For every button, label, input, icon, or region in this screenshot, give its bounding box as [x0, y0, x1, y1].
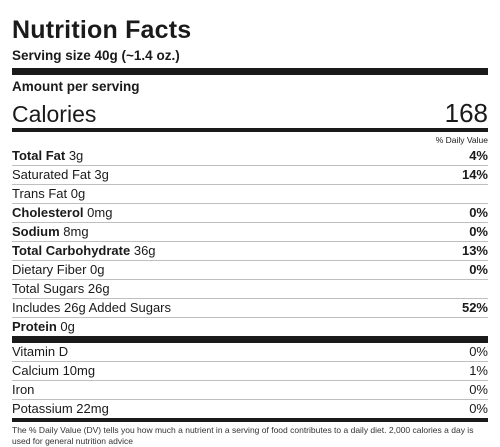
vitamin-name: Potassium 22mg	[12, 401, 109, 416]
vitamin-dv: 0%	[469, 401, 488, 416]
nutrient-dv: 52%	[461, 300, 488, 315]
vitamin-row-iron: Iron 0%	[12, 381, 488, 400]
divider-medium	[12, 418, 488, 422]
nutrient-name: Cholesterol	[12, 205, 84, 220]
divider-thick	[12, 68, 488, 75]
nutrient-list: Total Fat 3g 4% Saturated Fat 3g 14% Tra…	[12, 147, 488, 336]
nutrient-name: Trans Fat 0g	[12, 186, 86, 201]
vitamin-name: Iron	[12, 382, 35, 397]
nutrient-row-cholesterol: Cholesterol 0mg 0%	[12, 204, 488, 223]
vitamin-row-calcium: Calcium 10mg 1%	[12, 362, 488, 381]
divider-medium	[12, 128, 488, 132]
nutrient-dv: 0%	[469, 262, 488, 277]
vitamin-name: Calcium 10mg	[12, 363, 96, 378]
vitamin-dv: 0%	[469, 344, 488, 359]
nutrient-row-total-fat: Total Fat 3g 4%	[12, 147, 488, 166]
nutrient-row-added-sugars: Includes 26g Added Sugars 52%	[12, 299, 488, 318]
nutrient-row-trans-fat: Trans Fat 0g	[12, 185, 488, 204]
nutrient-row-protein: Protein 0g	[12, 318, 488, 336]
nutrient-name: Includes 26g Added Sugars	[12, 300, 172, 315]
vitamin-dv: 0%	[469, 382, 488, 397]
serving-size: Serving size 40g (~1.4 oz.)	[12, 48, 180, 63]
calories-label: Calories	[12, 101, 97, 127]
nutrient-name: Sodium	[12, 224, 60, 239]
nutrient-row-sodium: Sodium 8mg 0%	[12, 223, 488, 242]
vitamin-row-vitamin-d: Vitamin D 0%	[12, 343, 488, 362]
vitamin-list: Vitamin D 0% Calcium 10mg 1% Iron 0% Pot…	[12, 343, 488, 418]
nutrient-amount: 36g	[133, 243, 156, 258]
nutrient-name: Total Fat	[12, 148, 66, 163]
calories-row: Calories 168	[12, 96, 488, 128]
amount-per-serving: Amount per serving	[12, 79, 140, 94]
label-title: Nutrition Facts	[12, 16, 192, 44]
nutrient-name: Total Carbohydrate	[12, 243, 131, 258]
vitamin-dv: 1%	[469, 363, 488, 378]
nutrient-amount: 3g	[68, 148, 84, 163]
nutrient-dv: 13%	[461, 243, 488, 258]
nutrient-name: Total Sugars 26g	[12, 281, 110, 296]
nutrient-dv: 0%	[469, 205, 488, 220]
vitamin-name: Vitamin D	[12, 344, 69, 359]
divider-thick	[12, 336, 488, 343]
nutrient-row-dietary-fiber: Dietary Fiber 0g 0%	[12, 261, 488, 280]
nutrient-name: Dietary Fiber 0g	[12, 262, 105, 277]
nutrient-amount: 0mg	[87, 205, 113, 220]
vitamin-row-potassium: Potassium 22mg 0%	[12, 400, 488, 418]
calories-value: 168	[444, 98, 488, 128]
nutrient-dv: 14%	[461, 167, 488, 182]
nutrient-row-total-carbohydrate: Total Carbohydrate 36g 13%	[12, 242, 488, 261]
nutrient-name: Protein	[12, 319, 57, 334]
nutrient-amount: 8mg	[63, 224, 89, 239]
nutrient-dv: 4%	[469, 148, 488, 163]
nutrient-amount: 0g	[60, 319, 75, 334]
nutrient-row-total-sugars: Total Sugars 26g	[12, 280, 488, 299]
nutrient-row-saturated-fat: Saturated Fat 3g 14%	[12, 166, 488, 185]
daily-value-footnote: The % Daily Value (DV) tells you how muc…	[12, 425, 474, 446]
nutrient-dv: 0%	[469, 224, 488, 239]
daily-value-header: % Daily Value	[435, 135, 488, 145]
nutrient-name: Saturated Fat 3g	[12, 167, 109, 182]
